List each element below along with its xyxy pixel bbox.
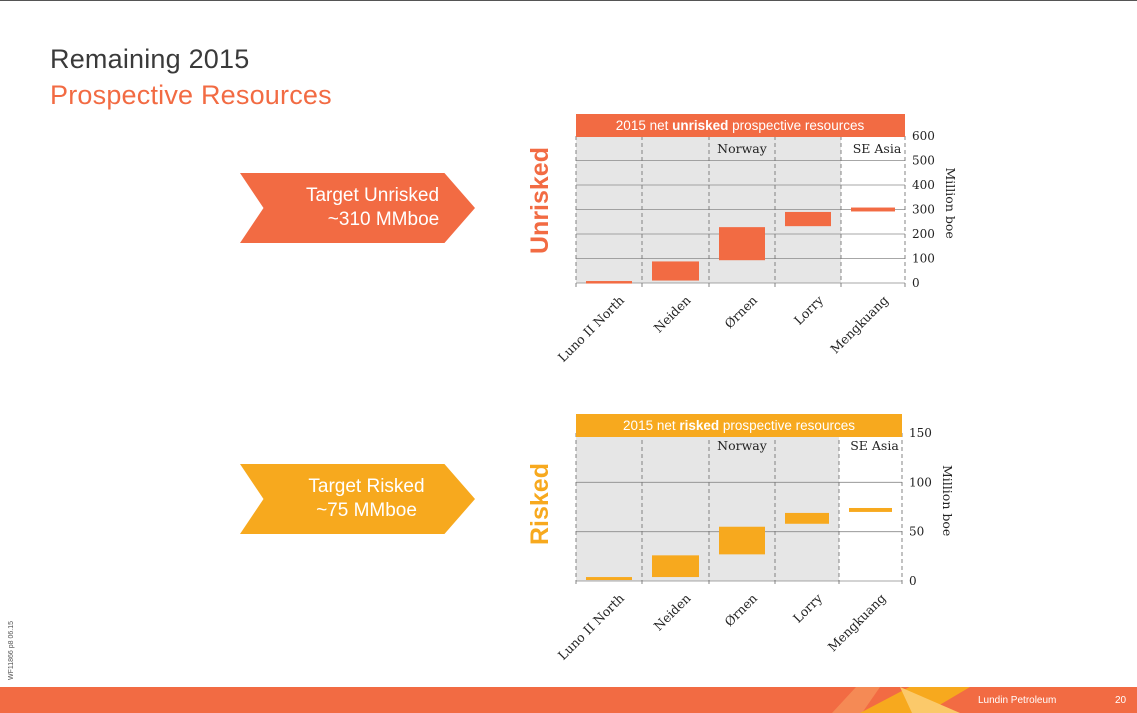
footer-bar <box>0 687 1137 713</box>
chart-title: 2015 net risked prospective resources <box>623 418 855 433</box>
target-unrisked-label: Target Unrisked <box>305 185 440 206</box>
category-label: Lorry <box>791 292 827 328</box>
slide-subtitle: Prospective Resources <box>50 80 332 110</box>
slide-title: Remaining 2015 <box>50 44 250 74</box>
bar--rnen <box>719 227 765 261</box>
bar-lorry <box>785 512 829 524</box>
bar--rnen <box>719 526 765 555</box>
region-label-se-asia: SE Asia <box>850 438 899 453</box>
target-unrisked-arrow: Target Unrisked ~310 MMboe <box>240 173 475 243</box>
bar-luno-ii-north <box>586 577 632 581</box>
bar-neiden <box>652 261 699 281</box>
bar-neiden <box>652 555 699 578</box>
footer-company: Lundin Petroleum <box>978 695 1057 706</box>
document-code: WF11866 p8 06.15 <box>8 620 15 680</box>
target-risked-value: ~75 MMboe <box>316 500 417 521</box>
y-tick-label: 100 <box>912 252 935 266</box>
category-label: Neiden <box>651 591 694 634</box>
region-label-norway: Norway <box>717 438 768 453</box>
chart-header-band <box>576 114 905 137</box>
region-label-norway: Norway <box>717 141 768 156</box>
chart-title: 2015 net unrisked prospective resources <box>616 118 865 133</box>
target-risked-label: Target Risked <box>308 476 425 497</box>
category-label: Ørnen <box>721 591 760 630</box>
chart-header-band <box>576 414 902 437</box>
page-number: 20 <box>1115 695 1127 706</box>
category-label: Ørnen <box>721 293 760 332</box>
bar-mengkuang <box>849 507 892 512</box>
region-label-se-asia: SE Asia <box>853 141 902 156</box>
y-tick-label: 600 <box>912 129 935 143</box>
bar-lorry <box>785 211 831 227</box>
category-label: Mengkuang <box>827 293 891 357</box>
target-unrisked-value: ~310 MMboe <box>327 209 440 230</box>
y-axis-label: Million boe <box>943 168 958 239</box>
y-tick-label: 400 <box>912 178 935 192</box>
bar-luno-ii-north <box>586 281 632 284</box>
y-tick-label: 300 <box>912 203 935 217</box>
y-tick-label: 500 <box>912 154 935 168</box>
category-label: Lorry <box>790 590 826 626</box>
category-label: Luno II North <box>555 591 627 663</box>
target-risked-arrow: Target Risked ~75 MMboe <box>240 464 475 534</box>
bar-mengkuang <box>851 207 895 212</box>
y-tick-label: 0 <box>909 574 917 588</box>
y-tick-label: 150 <box>909 426 932 440</box>
y-tick-label: 0 <box>912 276 920 290</box>
y-tick-label: 50 <box>909 525 924 539</box>
category-label: Luno II North <box>555 293 627 365</box>
y-tick-label: 100 <box>909 475 932 489</box>
category-label: Neiden <box>651 293 694 336</box>
y-tick-label: 200 <box>912 227 935 241</box>
norway-panel <box>576 433 839 581</box>
y-axis-label: Million boe <box>940 465 955 536</box>
category-label: Mengkuang <box>825 591 889 655</box>
resources-charts: 2015 net unrisked prospective resources N… <box>555 114 958 663</box>
top-rule <box>0 0 1137 1</box>
